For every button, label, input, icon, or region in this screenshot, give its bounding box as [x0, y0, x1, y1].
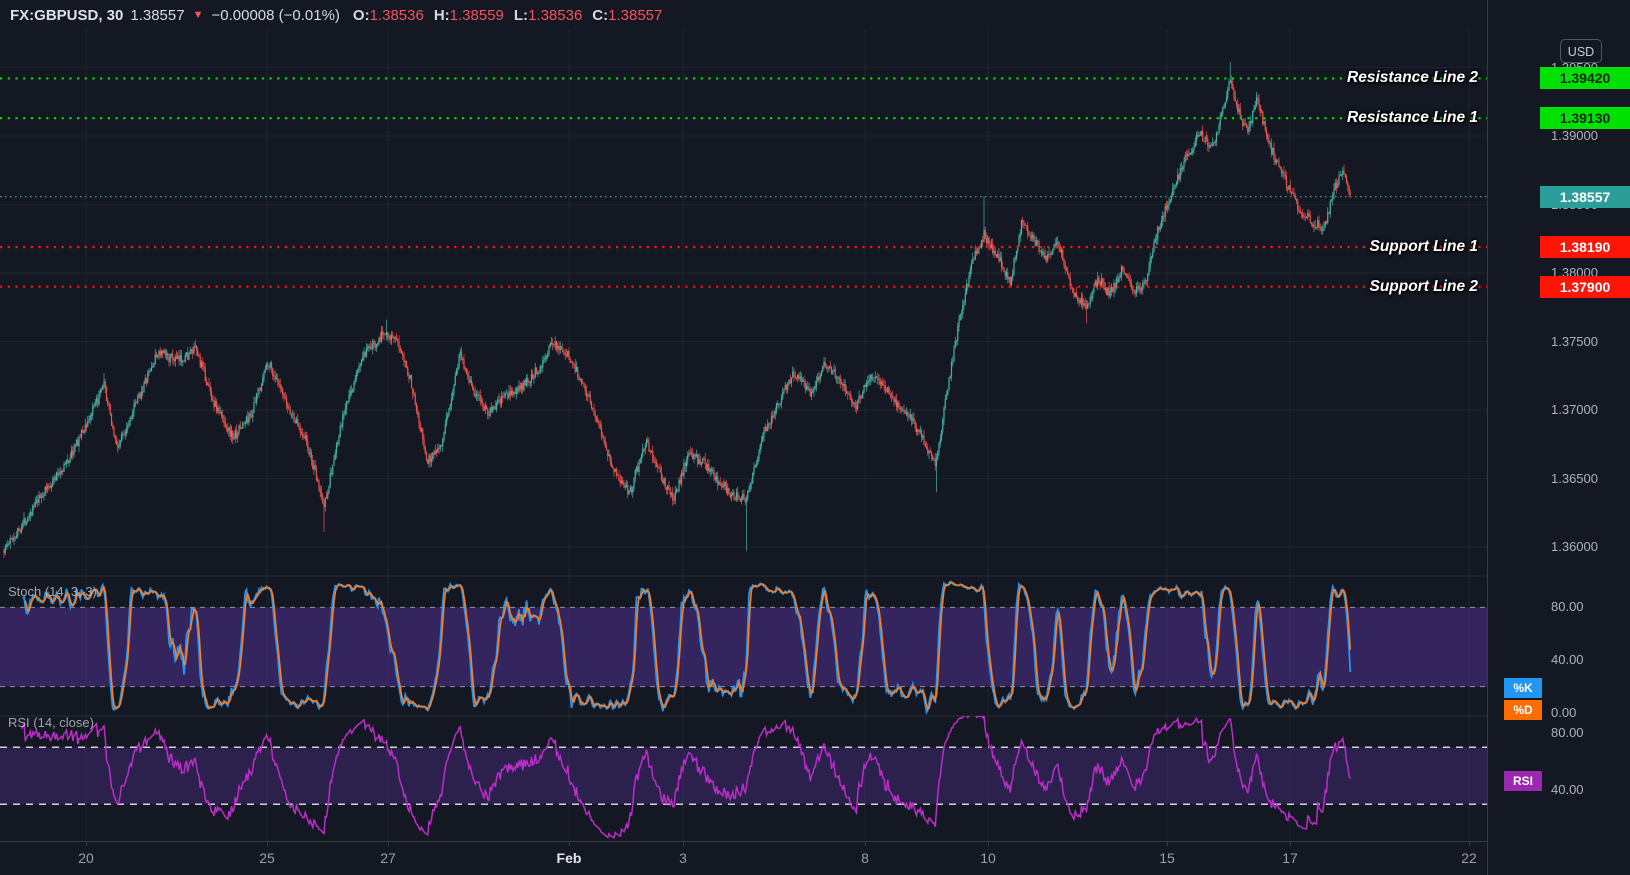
price-axis-tick: 1.36000	[1551, 539, 1598, 554]
symbol-info-bar: FX:GBPUSD, 30 1.38557 ▼ −0.00008 (−0.01%…	[0, 0, 1630, 30]
price-axis[interactable]: USD 1.395001.390001.385001.380001.375001…	[1487, 0, 1630, 875]
indicator-value-badge: %K	[1504, 678, 1542, 698]
ohlc-value: 1.38557	[608, 6, 663, 24]
time-axis-tick-mark	[267, 842, 268, 846]
symbol-name[interactable]: FX:GBPUSD, 30	[10, 6, 124, 24]
time-axis-tick-mark	[86, 842, 87, 846]
time-axis-label: 10	[980, 850, 996, 866]
time-axis-tick-mark	[569, 842, 570, 846]
stoch-axis-tick: 0.00	[1551, 705, 1577, 720]
ohlc-label: H:	[433, 6, 450, 24]
price-level-label: 1.38190	[1540, 235, 1630, 258]
price-axis-tick: 1.36500	[1551, 470, 1598, 486]
ohlc-label: L:	[513, 6, 529, 24]
time-axis-label: 17	[1282, 850, 1298, 866]
level-line-label[interactable]: Resistance Line 1	[1347, 109, 1478, 127]
price-axis-tick: 1.37500	[1551, 333, 1598, 349]
stoch-axis-tick: 40.00	[1551, 652, 1584, 668]
price-level-label: 1.39420	[1540, 67, 1630, 90]
stoch-axis-tick: 80.00	[1551, 599, 1584, 615]
level-line-label[interactable]: Support Line 2	[1369, 277, 1479, 295]
time-axis-label: 8	[861, 850, 869, 866]
indicator-value-badge: RSI	[1504, 771, 1542, 791]
price-down-triangle-icon: ▼	[192, 9, 204, 21]
ohlc-value: 1.38536	[369, 6, 424, 24]
ohlc-values: O:1.38536 H:1.38559 L:1.38536 C:1.38557	[353, 7, 662, 24]
ohlc-pair: C:1.38557	[592, 7, 662, 24]
time-axis-tick-mark	[1290, 842, 1291, 846]
time-axis-tick-mark	[865, 842, 866, 846]
stoch-indicator-title[interactable]: Stoch (14, 3, 3)	[8, 584, 97, 599]
rsi-axis-tick: 40.00	[1551, 782, 1584, 797]
time-axis-label: 22	[1461, 850, 1477, 866]
price-level-label: 1.37900	[1540, 275, 1630, 298]
time-axis-tick-mark	[1469, 842, 1470, 846]
currency-toggle-button[interactable]: USD	[1560, 39, 1602, 63]
price-level-label: 1.39130	[1540, 107, 1630, 130]
last-price: 1.38557	[130, 6, 185, 24]
time-axis[interactable]: 20 25 27 Feb 3 8 10 15 17 22	[0, 841, 1630, 875]
time-axis-label: 27	[380, 850, 396, 866]
rsi-indicator-title[interactable]: RSI (14, close)	[8, 715, 94, 730]
time-axis-tick-mark	[683, 842, 684, 846]
time-axis-label: 3	[679, 850, 687, 866]
time-axis-tick-mark	[1167, 842, 1168, 846]
price-change: −0.00008 (−0.01%)	[211, 6, 340, 24]
time-axis-label: 20	[78, 850, 94, 866]
price-level-label: 1.38557	[1540, 185, 1630, 208]
ohlc-value: 1.38559	[449, 6, 504, 24]
ohlc-label: O:	[352, 6, 370, 24]
ohlc-label: C:	[592, 6, 609, 24]
price-axis-tick: 1.39000	[1551, 128, 1598, 143]
price-axis-tick: 1.37000	[1551, 402, 1598, 417]
price-chart-canvas[interactable]	[0, 0, 1487, 841]
rsi-axis-tick: 80.00	[1551, 725, 1584, 740]
chart-area[interactable]: Resistance Line 2 Resistance Line 1 Suppor…	[0, 0, 1487, 841]
indicator-value-badge: %D	[1504, 700, 1542, 720]
ohlc-pair: L:1.38536	[514, 7, 582, 24]
level-line-label[interactable]: Support Line 1	[1369, 237, 1479, 255]
level-line-label[interactable]: Resistance Line 2	[1347, 69, 1478, 87]
time-axis-label: 25	[259, 850, 275, 866]
ohlc-pair: H:1.38559	[434, 7, 504, 24]
ohlc-pair: O:1.38536	[353, 7, 424, 24]
time-axis-label: 15	[1159, 850, 1175, 866]
ohlc-value: 1.38536	[528, 6, 583, 24]
time-axis-label: Feb	[556, 850, 582, 866]
time-axis-tick-mark	[988, 842, 989, 846]
time-axis-tick-mark	[388, 842, 389, 846]
